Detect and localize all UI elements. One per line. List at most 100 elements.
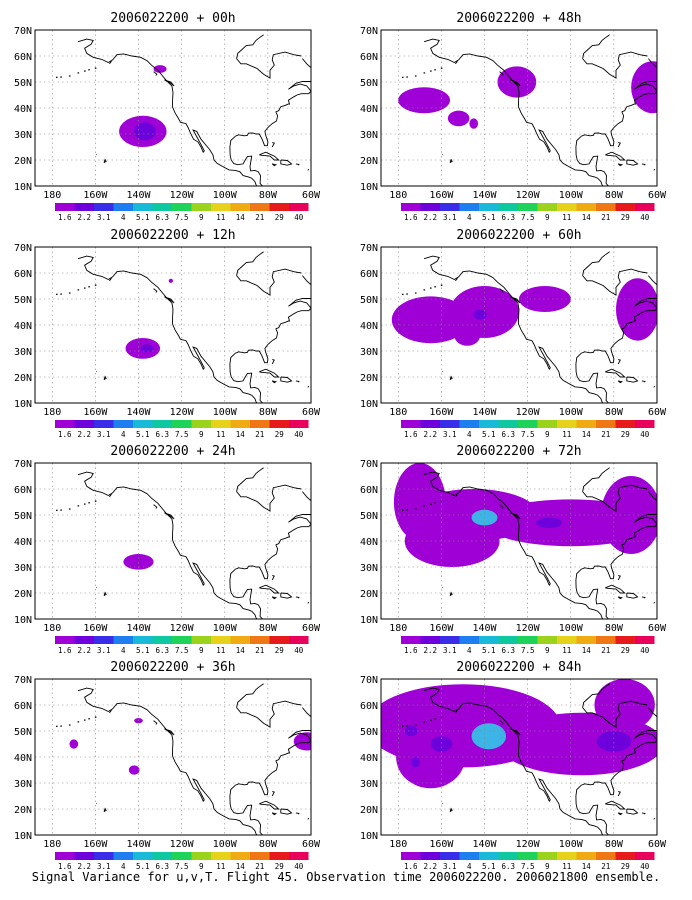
- map-plot-area: [381, 30, 657, 186]
- variance-contour: [447, 110, 470, 127]
- colorbar-label: 7.5: [175, 430, 189, 439]
- colorbar-label: 14: [582, 646, 592, 655]
- colorbar-swatch: [596, 420, 616, 428]
- island: [94, 716, 97, 718]
- colorbar-label: 4: [121, 862, 126, 870]
- x-tick-label: 160W: [83, 407, 108, 418]
- colorbar-label: 21: [601, 430, 610, 439]
- map-plot-area: [35, 247, 311, 403]
- coastline: [236, 484, 302, 512]
- colorbar-label: 5.1: [136, 213, 150, 222]
- island: [103, 591, 107, 596]
- colorbar-label: 9: [199, 862, 204, 870]
- colorbar-label: 29: [275, 862, 284, 870]
- colorbar-label: 5.1: [482, 213, 496, 222]
- colorbar-swatch: [250, 203, 270, 211]
- y-tick-label: 20N: [14, 805, 32, 816]
- island: [617, 359, 621, 365]
- y-tick-label: 70N: [14, 675, 32, 686]
- island: [429, 287, 432, 289]
- island: [617, 812, 624, 816]
- colorbar-label: 4: [121, 430, 126, 439]
- y-tick-label: 60N: [14, 52, 32, 63]
- colorbar-label: 7.5: [175, 213, 189, 222]
- colorbar-label: 1.6: [404, 213, 418, 222]
- map-panel: 2006022200 + 48h 70N 60N 50N 40N 30N 20N 10N 180…: [360, 11, 667, 222]
- colorbar-swatch: [440, 852, 460, 860]
- variance-contour: [293, 732, 311, 751]
- figure-caption: Signal Variance for u,v,T. Flight 45. Ob…: [31, 870, 661, 884]
- coastline: [236, 700, 302, 728]
- island: [605, 151, 626, 161]
- colorbar-swatch: [133, 852, 153, 860]
- colorbar-label: 4: [467, 430, 472, 439]
- island: [55, 293, 58, 295]
- colorbar-label: 5.1: [482, 862, 496, 870]
- coastline: [423, 687, 657, 835]
- island: [271, 359, 275, 365]
- y-tick-label: 30N: [14, 563, 32, 574]
- y-tick-label: 50N: [14, 511, 32, 522]
- y-tick-label: 40N: [14, 537, 32, 548]
- island: [406, 293, 408, 295]
- coastline: [236, 467, 264, 492]
- x-tick-label: 80W: [259, 190, 278, 201]
- map-frame: [34, 462, 312, 620]
- x-tick-label: 140W: [126, 190, 151, 201]
- colorbar-swatch: [211, 852, 231, 860]
- colorbar-label: 21: [601, 213, 610, 222]
- colorbar-swatch: [289, 852, 309, 860]
- coastline: [236, 34, 264, 59]
- island: [434, 69, 436, 71]
- variance-contour: [153, 65, 167, 73]
- island: [60, 76, 62, 78]
- island: [259, 368, 280, 378]
- island: [434, 502, 436, 504]
- coastline: [582, 700, 648, 728]
- x-tick-label: 160W: [429, 407, 454, 418]
- colorbar-swatch: [250, 852, 270, 860]
- colorbar-swatch: [269, 636, 289, 644]
- x-tick-label: 120W: [516, 839, 541, 850]
- x-tick-label: 160W: [429, 623, 454, 634]
- island: [423, 72, 426, 74]
- island: [295, 380, 300, 383]
- colorbar-swatch: [211, 420, 231, 428]
- y-tick-label: 30N: [14, 130, 32, 141]
- x-tick-label: 180: [389, 190, 407, 201]
- colorbar-swatch: [635, 852, 655, 860]
- island: [653, 168, 656, 171]
- map-frame: [380, 462, 658, 620]
- colorbar-swatch: [74, 203, 94, 211]
- x-tick-label: 160W: [83, 623, 108, 634]
- y-tick-label: 40N: [360, 753, 378, 764]
- y-tick-label: 60N: [14, 485, 32, 496]
- variance-contour: [404, 725, 418, 737]
- colorbar-swatch: [518, 420, 538, 428]
- island: [164, 728, 175, 736]
- y-tick-label: 70N: [14, 26, 32, 37]
- colorbar-swatch: [479, 852, 499, 860]
- colorbar-swatch: [74, 852, 94, 860]
- island: [440, 284, 443, 286]
- island: [605, 800, 626, 810]
- island: [641, 163, 646, 166]
- island: [271, 142, 275, 148]
- island: [440, 67, 443, 69]
- island: [77, 72, 80, 74]
- island: [641, 596, 646, 599]
- colorbar-swatch: [133, 636, 153, 644]
- island: [406, 76, 408, 78]
- colorbar-swatch: [459, 420, 479, 428]
- y-tick-label: 40N: [14, 104, 32, 115]
- colorbar-swatch: [211, 636, 231, 644]
- colorbar-swatch: [576, 420, 596, 428]
- colorbar-swatch: [191, 852, 211, 860]
- island: [401, 509, 404, 511]
- panel-title: 2006022200 + 72h: [456, 444, 581, 459]
- x-tick-label: 160W: [429, 190, 454, 201]
- map-plot-area: [381, 463, 657, 619]
- island: [455, 60, 458, 65]
- island: [153, 71, 158, 76]
- colorbar-label: 9: [199, 430, 204, 439]
